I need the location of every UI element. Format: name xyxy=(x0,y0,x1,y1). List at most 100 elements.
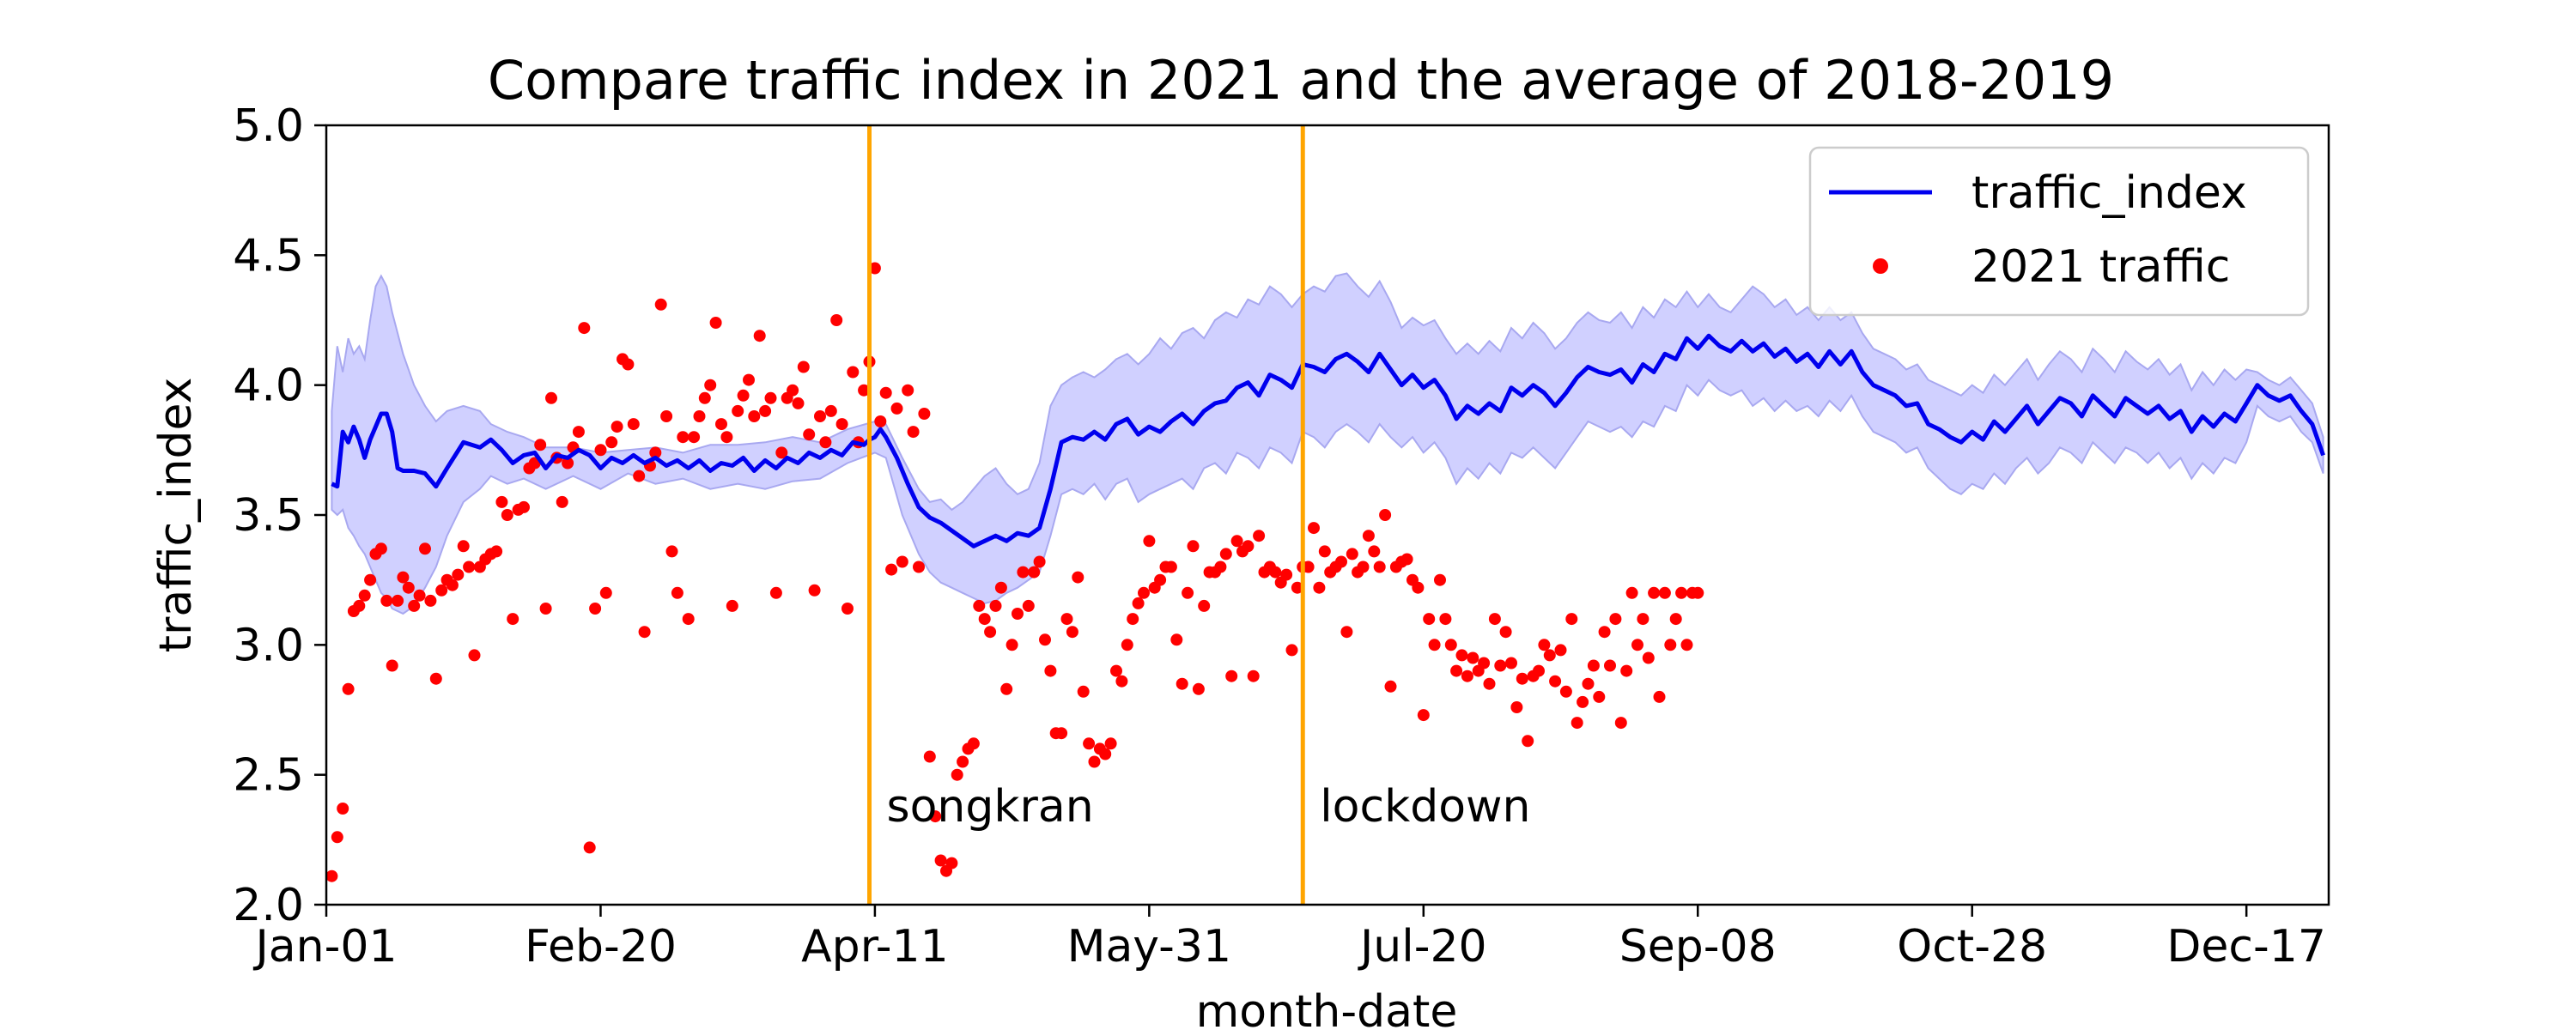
x-axis-label: month-date xyxy=(1196,986,1458,1030)
data-point-2021 xyxy=(1538,639,1551,651)
x-tick-label: Feb-20 xyxy=(525,921,677,972)
legend: traffic_index 2021 traffic xyxy=(1808,146,2310,317)
data-point-2021 xyxy=(408,599,421,612)
data-point-2021 xyxy=(792,397,805,409)
data-point-2021 xyxy=(748,410,761,422)
data-point-2021 xyxy=(1439,613,1452,626)
data-point-2021 xyxy=(1598,626,1611,639)
data-point-2021 xyxy=(957,755,969,768)
data-point-2021 xyxy=(468,649,481,662)
data-point-2021 xyxy=(1543,649,1556,662)
data-point-2021 xyxy=(1554,644,1567,657)
data-point-2021 xyxy=(1587,659,1600,672)
plot-area: songkran lockdown xyxy=(325,125,2325,905)
data-point-2021 xyxy=(1269,566,1282,579)
data-point-2021 xyxy=(380,594,393,607)
data-point-2021 xyxy=(562,457,574,470)
data-point-2021 xyxy=(677,431,690,444)
data-point-2021 xyxy=(715,418,727,431)
data-point-2021 xyxy=(951,768,963,781)
data-point-2021 xyxy=(1088,755,1101,768)
data-point-2021 xyxy=(808,584,821,597)
legend-dot-swatch xyxy=(1873,258,1888,274)
data-point-2021 xyxy=(1658,586,1671,599)
data-point-2021 xyxy=(583,841,596,854)
data-point-2021 xyxy=(896,555,908,568)
data-point-2021 xyxy=(1192,682,1205,695)
data-point-2021 xyxy=(435,584,448,597)
data-point-2021 xyxy=(501,509,513,521)
data-point-2021 xyxy=(627,418,640,431)
y-tick-label: 4.5 xyxy=(233,230,304,282)
data-point-2021 xyxy=(1285,644,1298,657)
data-point-2021 xyxy=(1362,530,1375,542)
data-point-2021 xyxy=(1400,553,1413,566)
data-point-2021 xyxy=(594,444,607,457)
data-point-2021 xyxy=(819,436,832,449)
data-point-2021 xyxy=(1648,586,1661,599)
data-point-2021 xyxy=(534,439,547,451)
data-point-2021 xyxy=(358,589,371,602)
data-point-2021 xyxy=(868,262,881,275)
data-point-2021 xyxy=(929,810,942,823)
data-point-2021 xyxy=(671,586,683,599)
data-point-2021 xyxy=(1461,670,1473,682)
data-point-2021 xyxy=(397,571,410,584)
data-point-2021 xyxy=(1675,586,1688,599)
data-point-2021 xyxy=(830,314,843,326)
data-point-2021 xyxy=(1614,717,1627,730)
data-point-2021 xyxy=(1066,626,1078,639)
data-point-2021 xyxy=(1242,540,1255,553)
data-point-2021 xyxy=(589,603,602,615)
data-point-2021 xyxy=(1115,675,1128,688)
data-point-2021 xyxy=(545,391,557,404)
data-point-2021 xyxy=(1642,651,1655,664)
data-point-2021 xyxy=(1335,555,1347,568)
data-point-2021 xyxy=(1653,690,1666,703)
data-point-2021 xyxy=(342,682,355,695)
data-point-2021 xyxy=(1373,560,1386,573)
data-point-2021 xyxy=(599,586,612,599)
data-point-2021 xyxy=(429,672,442,685)
data-point-2021 xyxy=(1214,560,1227,573)
data-point-2021 xyxy=(732,404,744,417)
data-point-2021 xyxy=(1455,649,1468,662)
data-point-2021 xyxy=(1187,540,1200,553)
data-point-2021 xyxy=(611,421,623,433)
data-point-2021 xyxy=(693,410,706,422)
data-point-2021 xyxy=(841,603,854,615)
data-point-2021 xyxy=(698,391,711,404)
data-point-2021 xyxy=(1631,639,1643,651)
data-point-2021 xyxy=(1467,651,1479,664)
data-point-2021 xyxy=(325,869,338,882)
data-point-2021 xyxy=(1033,555,1046,568)
data-point-2021 xyxy=(967,737,980,750)
data-point-2021 xyxy=(649,446,662,459)
data-point-2021 xyxy=(1357,560,1370,573)
data-point-2021 xyxy=(1083,737,1096,750)
data-point-2021 xyxy=(1522,735,1534,748)
data-point-2021 xyxy=(978,613,991,626)
confidence-band xyxy=(331,272,2324,615)
data-point-2021 xyxy=(1582,677,1595,690)
legend-label-2021-traffic: 2021 traffic xyxy=(1971,241,2230,293)
data-point-2021 xyxy=(1478,657,1491,670)
data-point-2021 xyxy=(704,379,717,391)
data-point-2021 xyxy=(1291,581,1303,594)
data-point-2021 xyxy=(633,470,646,482)
data-point-2021 xyxy=(1577,695,1589,708)
scatter-layer xyxy=(325,262,1704,882)
data-point-2021 xyxy=(945,857,958,869)
data-point-2021 xyxy=(353,599,366,612)
x-tick-label: May-31 xyxy=(1067,921,1232,972)
data-point-2021 xyxy=(1692,586,1704,599)
data-point-2021 xyxy=(1664,639,1677,651)
data-point-2021 xyxy=(1308,522,1320,535)
data-point-2021 xyxy=(753,330,766,342)
data-point-2021 xyxy=(1127,613,1139,626)
data-point-2021 xyxy=(337,803,349,815)
data-point-2021 xyxy=(452,568,465,581)
data-point-2021 xyxy=(1384,680,1397,693)
legend-label-traffic-index: traffic_index xyxy=(1971,167,2247,219)
